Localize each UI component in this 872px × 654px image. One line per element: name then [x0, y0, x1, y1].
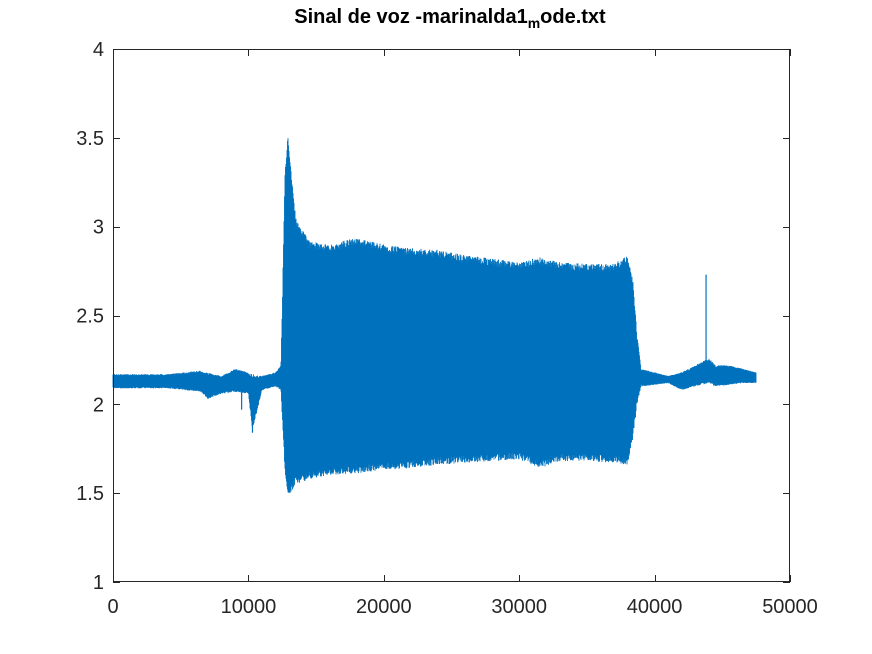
x-tick-label: 30000 [491, 596, 547, 618]
x-tick-label: 10000 [221, 596, 277, 618]
ticks-layer: 0 10000 20000 30000 40000 50000 1 1.5 2 2.5 3 3.5 4 [76, 39, 818, 618]
x-tick-label: 0 [107, 596, 118, 618]
y-tick-label: 2 [93, 394, 104, 416]
y-tick-label: 3.5 [76, 128, 104, 150]
x-tick-label: 20000 [356, 596, 412, 618]
y-tick-label: 1 [93, 572, 104, 594]
y-tick-label: 2.5 [76, 306, 104, 328]
chart-title-subscript: m [527, 15, 541, 31]
chart-title-main: Sinal de voz -marinalda1 [294, 6, 528, 28]
y-tick-label: 3 [93, 217, 104, 239]
x-tick-label: 50000 [762, 596, 818, 618]
y-tick-label: 1.5 [76, 483, 104, 505]
series-layer [112, 138, 757, 493]
plot-area-frame [113, 49, 790, 582]
x-tick-label: 40000 [627, 596, 683, 618]
y-tick-label: 4 [93, 39, 104, 61]
chart-title-end: ode.txt [540, 6, 606, 28]
chart-title: Sinal de voz -marinalda1mode.txt [0, 6, 872, 31]
